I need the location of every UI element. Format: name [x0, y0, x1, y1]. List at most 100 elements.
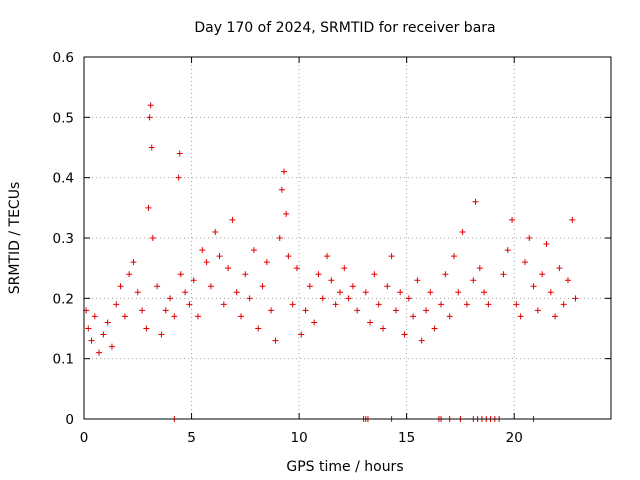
data-point	[186, 301, 193, 308]
data-point	[375, 301, 382, 308]
data-point	[126, 271, 133, 278]
data-point	[130, 259, 137, 266]
data-point	[371, 271, 378, 278]
data-point	[472, 198, 479, 205]
data-point	[384, 283, 391, 290]
data-point	[149, 235, 156, 241]
data-point	[442, 271, 449, 278]
data-point	[427, 289, 434, 296]
chart-title: Day 170 of 2024, SRMTID for receiver bar…	[194, 20, 495, 36]
data-point	[504, 247, 511, 254]
data-point	[397, 289, 404, 296]
data-point	[543, 241, 550, 248]
data-point	[354, 307, 361, 314]
data-point	[547, 289, 554, 296]
data-point	[233, 289, 240, 296]
x-tick-label: 15	[398, 430, 415, 446]
data-point	[336, 289, 343, 296]
data-point	[569, 216, 576, 223]
data-point	[431, 325, 438, 332]
data-point	[85, 325, 92, 332]
data-point	[410, 313, 417, 320]
y-axis-label: SRMTID / TECUs	[7, 182, 23, 295]
data-point	[349, 283, 356, 290]
data-point	[175, 174, 182, 181]
data-point	[388, 253, 395, 260]
data-point	[315, 271, 322, 278]
data-point	[268, 307, 275, 314]
data-point	[298, 331, 305, 338]
data-point	[263, 259, 270, 266]
data-point	[212, 228, 219, 235]
data-point	[293, 265, 300, 272]
x-tick-labels: 0 5 10 15 20	[80, 430, 523, 446]
data-point	[450, 253, 457, 260]
data-point	[414, 277, 421, 284]
data-point	[405, 295, 412, 302]
grid-lines	[84, 57, 611, 419]
data-point	[517, 313, 524, 320]
data-point	[146, 114, 153, 121]
data-point	[190, 277, 197, 284]
data-point	[134, 289, 141, 296]
data-point	[143, 325, 150, 332]
data-point	[285, 253, 292, 260]
data-point	[108, 343, 115, 350]
data-point	[500, 271, 507, 278]
data-point	[100, 331, 107, 338]
data-point	[242, 271, 249, 278]
y-tick-label: 0.1	[53, 352, 74, 368]
data-point	[281, 168, 288, 175]
data-point	[203, 259, 210, 266]
data-point	[306, 283, 313, 290]
data-point	[207, 283, 214, 290]
data-point	[195, 313, 202, 320]
axis-ticks	[83, 56, 611, 420]
data-point	[177, 271, 184, 278]
data-point	[367, 319, 374, 326]
data-point	[229, 216, 236, 223]
data-point	[572, 295, 579, 302]
y-tick-label: 0.6	[53, 50, 74, 66]
data-point	[276, 235, 283, 241]
data-point	[509, 216, 516, 223]
data-point	[521, 259, 528, 266]
y-tick-labels: 0 0.1 0.2 0.3 0.4 0.5 0.6	[53, 50, 74, 428]
x-tick-label: 10	[291, 430, 308, 446]
data-point	[534, 307, 541, 314]
data-point	[272, 337, 279, 344]
data-point	[481, 289, 488, 296]
data-point	[332, 301, 339, 308]
data-point	[250, 247, 257, 254]
x-tick-label: 5	[187, 430, 196, 446]
data-point	[476, 265, 483, 272]
data-point	[182, 289, 189, 296]
x-tick-label: 20	[506, 430, 523, 446]
y-tick-label: 0.5	[53, 110, 74, 126]
data-point	[459, 228, 466, 235]
x-tick-label: 0	[80, 430, 89, 446]
data-point	[199, 247, 206, 254]
x-axis-label: GPS time / hours	[286, 459, 403, 475]
data-point	[341, 265, 348, 272]
y-tick-label: 0	[65, 412, 74, 428]
data-point	[246, 295, 253, 302]
data-point	[216, 253, 223, 260]
data-point	[238, 313, 245, 320]
data-point	[560, 301, 567, 308]
data-point	[255, 325, 262, 332]
data-point	[147, 102, 154, 109]
data-point	[379, 325, 386, 332]
data-point	[319, 295, 326, 302]
data-point	[324, 253, 331, 260]
data-point	[392, 307, 399, 314]
data-point	[121, 313, 128, 320]
data-point	[418, 337, 425, 344]
data-point	[154, 283, 161, 290]
data-point	[158, 331, 165, 338]
data-point	[139, 307, 146, 314]
data-point	[117, 283, 124, 290]
data-point	[311, 319, 318, 326]
